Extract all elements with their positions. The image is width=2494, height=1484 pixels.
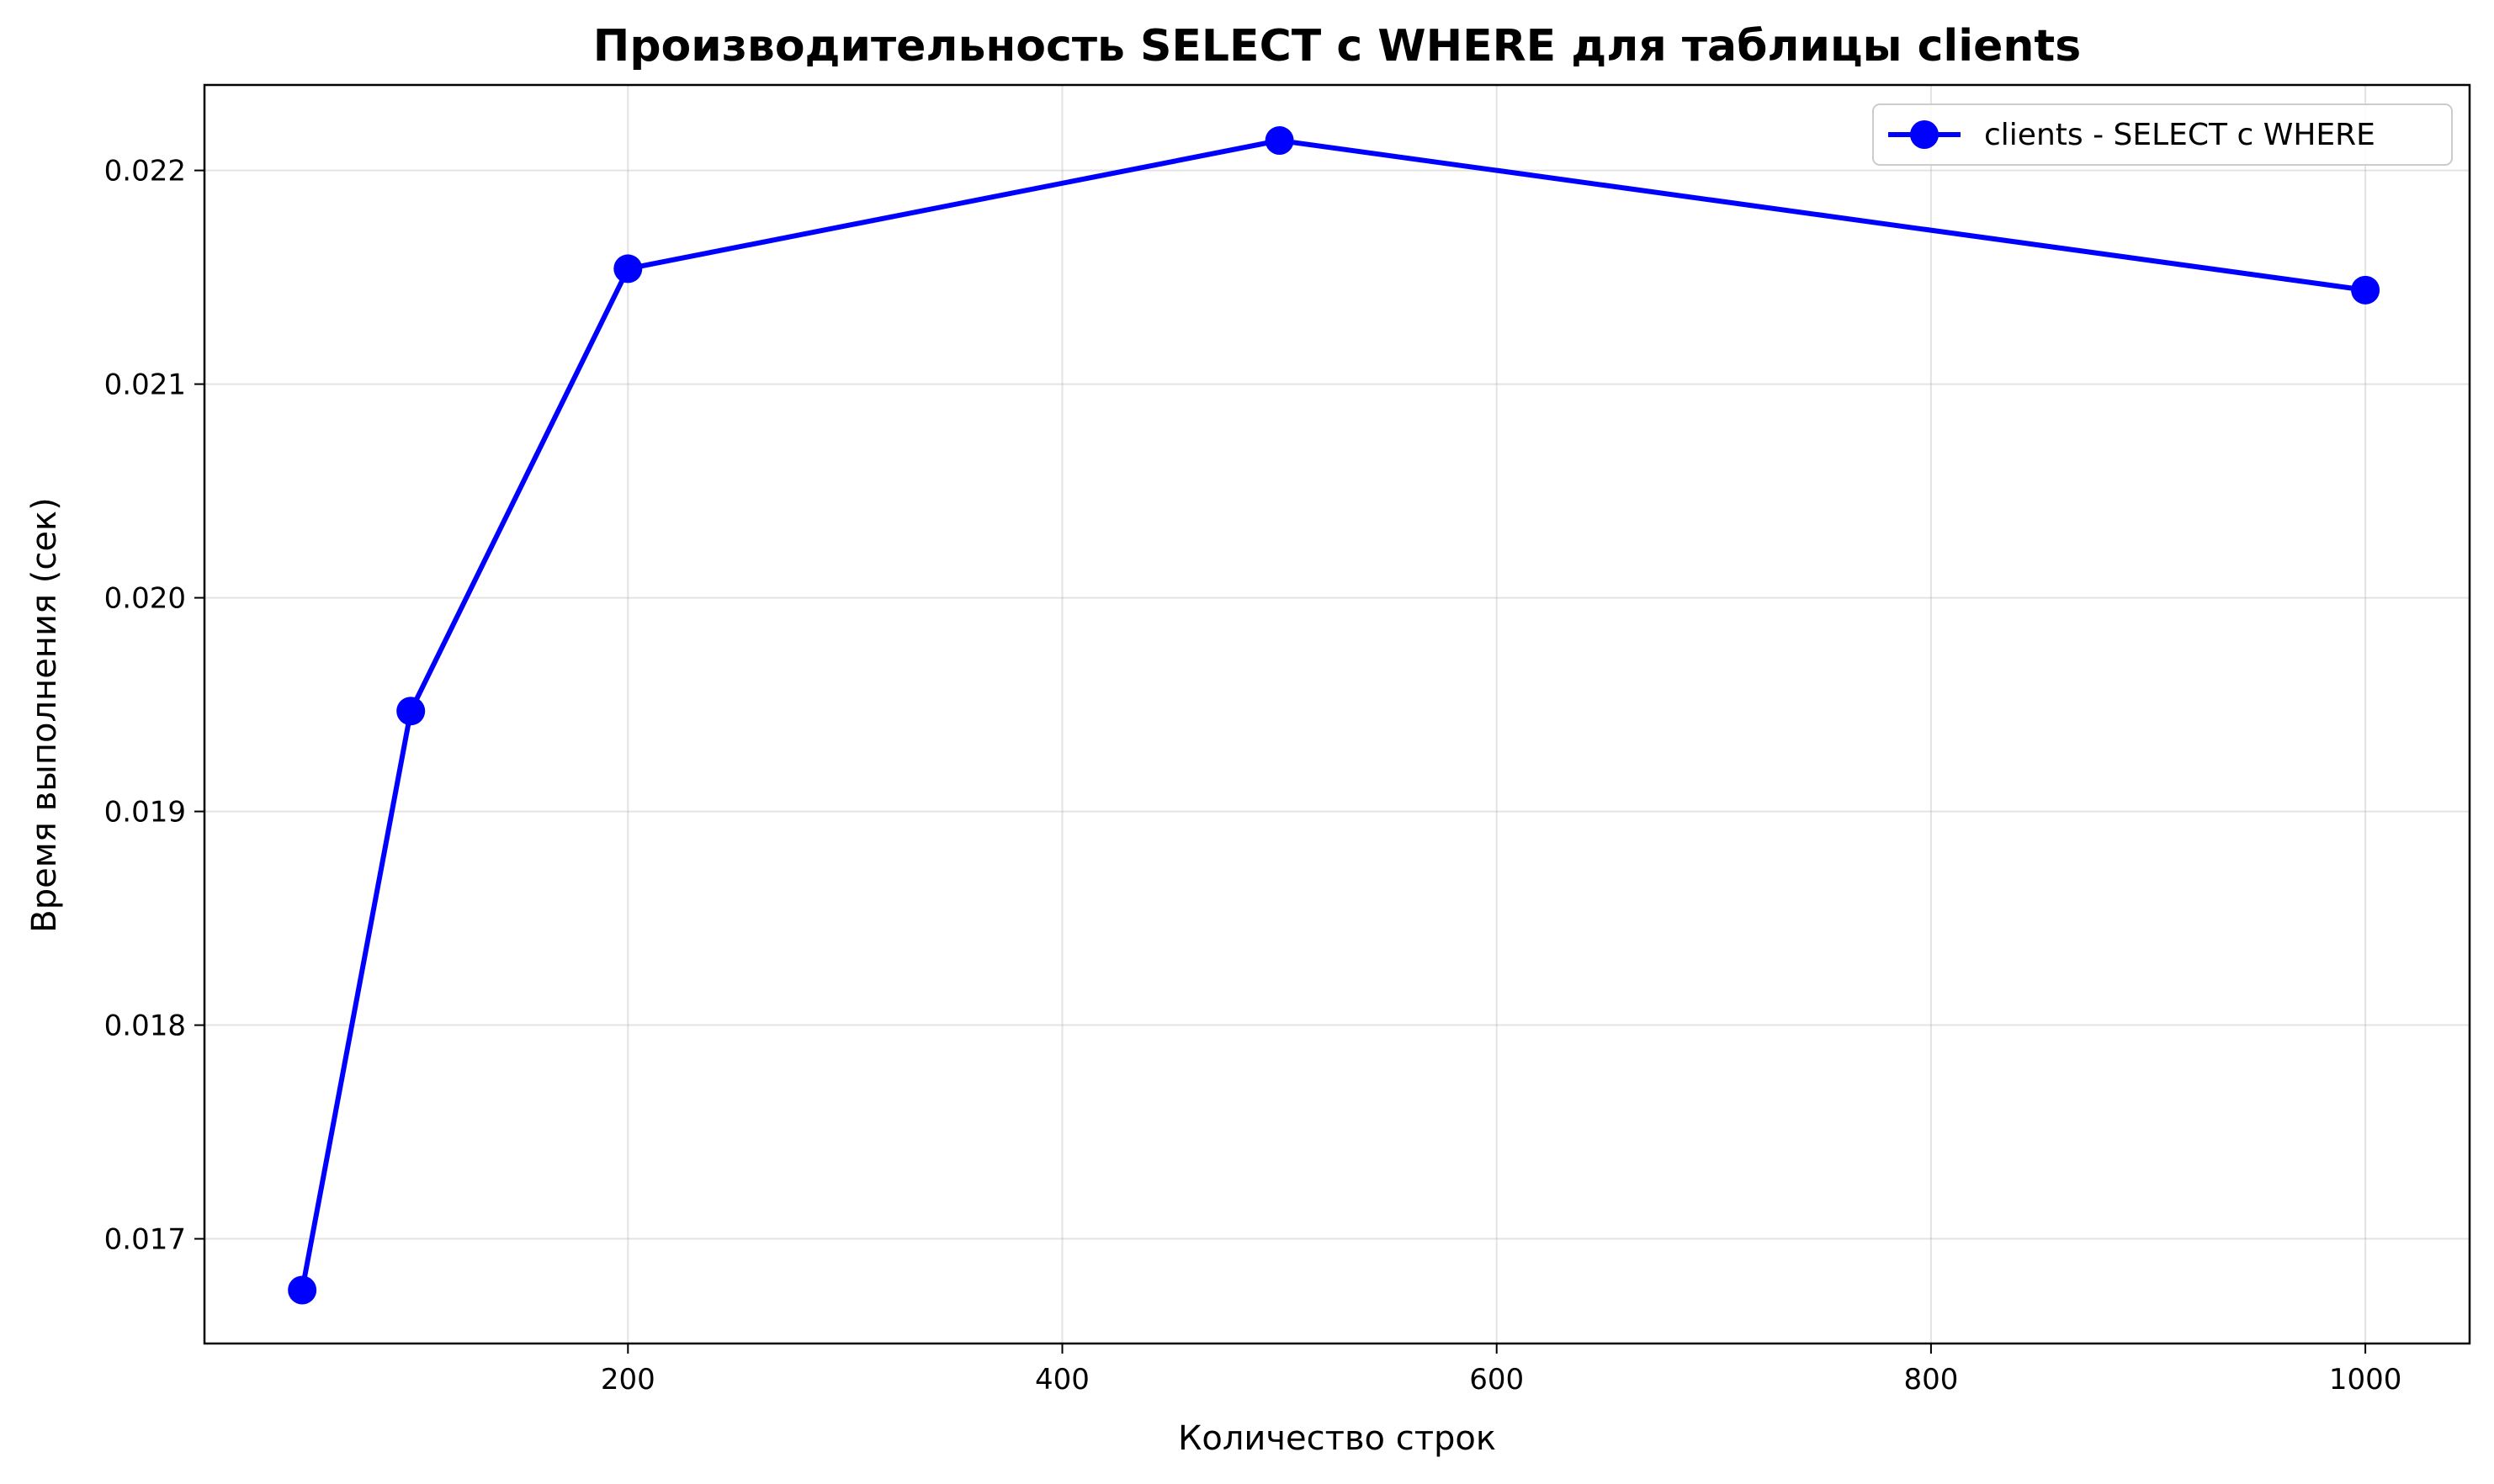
y-tick-label: 0.017	[104, 1223, 186, 1257]
series-layer	[288, 126, 2380, 1305]
axis-ticks: 200 400 600 800 1000 0.017 0.018 0.019 0.020 0.02…	[104, 155, 2402, 1397]
x-tick-label: 800	[1903, 1363, 1958, 1397]
y-tick-label: 0.021	[104, 368, 186, 402]
grid	[204, 85, 2470, 1344]
legend-frame	[1872, 103, 2453, 166]
legend-marker-swatch	[1910, 120, 1939, 149]
y-tick-label: 0.022	[104, 155, 186, 188]
chart-title: Производительность SELECT с WHERE для та…	[593, 21, 2081, 72]
y-tick-label: 0.018	[104, 1010, 186, 1043]
x-tick-label: 200	[601, 1363, 655, 1397]
data-point	[2351, 275, 2380, 305]
y-tick-label: 0.019	[104, 796, 186, 829]
legend: clients - SELECT с WHERE	[1872, 103, 2453, 166]
data-point	[1265, 126, 1294, 156]
data-point	[288, 1275, 317, 1305]
plot-area-frame	[203, 83, 2471, 1345]
y-axis-label: Время выполнения (сек)	[25, 497, 64, 932]
x-tick-label: 400	[1035, 1363, 1090, 1397]
data-point	[396, 697, 426, 726]
data-point	[613, 254, 643, 284]
x-axis-label: Количество строк	[1178, 1419, 1496, 1458]
x-tick-label: 1000	[2329, 1363, 2402, 1397]
legend-label: clients - SELECT с WHERE	[1984, 118, 2375, 152]
y-tick-label: 0.020	[104, 582, 186, 616]
x-tick-label: 600	[1469, 1363, 1524, 1397]
